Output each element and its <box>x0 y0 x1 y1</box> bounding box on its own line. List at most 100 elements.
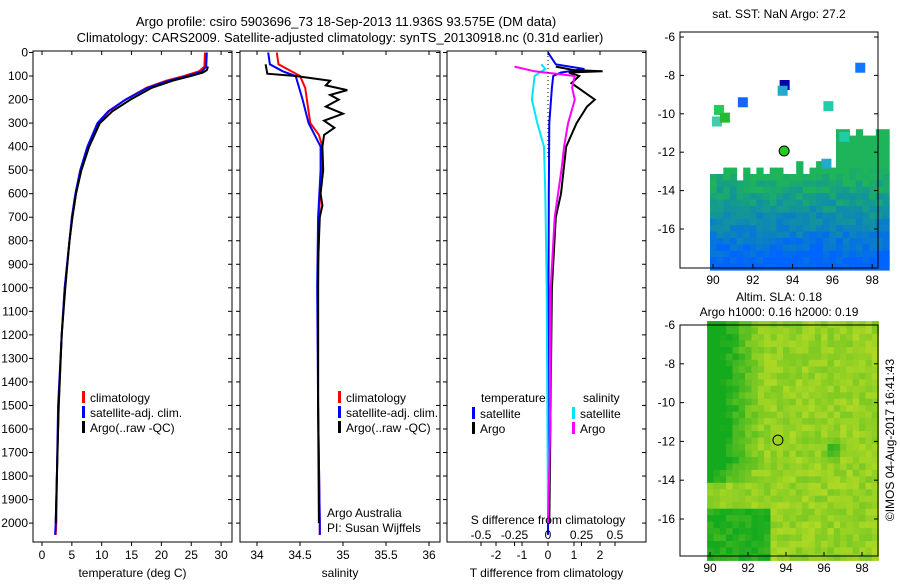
sla-map-cell <box>846 521 854 529</box>
sst-map-cell <box>849 154 857 162</box>
sla-map-cell <box>846 508 854 516</box>
sst-map-cell <box>802 174 811 181</box>
depth-tick-label: 1400 <box>1 375 28 389</box>
sla-map-cell <box>719 418 727 426</box>
sla-map-cell <box>840 353 848 361</box>
sst-map-cell <box>783 250 791 258</box>
sst-map-cell <box>789 174 797 181</box>
sst-map-cell <box>710 238 718 245</box>
sla-map-cell <box>840 463 848 471</box>
sst-map-cell <box>749 186 757 194</box>
salinity-frame <box>239 50 441 543</box>
sst-map-cell <box>875 135 883 143</box>
sla-map-cell <box>795 347 803 354</box>
sla-map-cell <box>814 450 822 458</box>
sla-map-cell <box>871 534 879 542</box>
sla-map-cell <box>764 340 772 348</box>
sla-map-cell <box>751 521 759 529</box>
sla-map-cell <box>840 515 848 523</box>
legend-swatch <box>338 406 341 418</box>
sla-map-cell <box>821 340 829 348</box>
sla-map-cell <box>852 437 860 445</box>
sla-map-cell <box>732 476 740 484</box>
sla-map-cell <box>795 340 803 348</box>
sla-map-cell <box>719 450 727 458</box>
sst-map-cell <box>809 186 817 194</box>
sla-map-cell <box>751 476 759 484</box>
sla-map-cell <box>757 437 765 445</box>
sst-map-cell <box>802 206 811 213</box>
sla-map-cell <box>827 418 835 426</box>
sla-map-cell <box>783 476 791 484</box>
sst-map-cell <box>875 180 883 188</box>
sla-map-cell <box>852 372 860 380</box>
sla-map-cell <box>865 379 873 387</box>
sla-map-cell <box>840 340 848 348</box>
sla-map-cell <box>713 553 721 561</box>
sla-map-cell <box>802 379 810 387</box>
sla-map-cell <box>859 469 867 477</box>
sla-map-cell <box>795 456 803 464</box>
sst-map-cell <box>882 231 890 239</box>
sst-map-cell <box>842 186 850 194</box>
sla-map-cell <box>764 502 772 510</box>
sla-map-cell <box>719 437 727 445</box>
sla-map-cell <box>846 424 854 432</box>
sla-map-cell <box>808 418 816 426</box>
sst-map-cell <box>763 199 771 207</box>
salinity-xlabel: salinity <box>322 566 359 580</box>
sla-map-cell <box>846 463 854 471</box>
sst-map-cell <box>710 218 718 226</box>
sla-map-cell <box>776 521 784 529</box>
sla-map-cell <box>802 359 810 367</box>
sla-map-cell <box>865 541 873 548</box>
sst-map-cell <box>816 218 824 226</box>
sst-map-cell <box>862 263 870 271</box>
sla-map-cell <box>732 437 740 445</box>
sla-map-cell <box>751 482 759 490</box>
sst-map-cell <box>849 206 857 213</box>
sla-map-cell <box>757 515 765 523</box>
sla-map-cell <box>795 379 803 387</box>
difference-xtick-label: -1 <box>517 548 528 562</box>
sla-map-cell <box>859 431 867 439</box>
sst-map-cell <box>842 174 850 181</box>
sla-map-cell <box>751 534 759 542</box>
sla-map-cell <box>859 359 867 367</box>
sla-map-cell <box>751 437 759 445</box>
sla-map-cell <box>795 398 803 406</box>
sst-map-cell <box>783 244 791 252</box>
sla-map-cell <box>764 366 772 374</box>
sla-map-cell <box>783 437 791 445</box>
sla-map-cell <box>764 392 772 400</box>
sla-map-cell <box>738 515 746 523</box>
depth-tick-label: 1200 <box>1 328 28 342</box>
sla-map-cell <box>827 366 835 374</box>
sst-map-cell <box>763 257 771 265</box>
sla-map-cell <box>840 385 848 393</box>
sla-map-cell <box>770 476 778 484</box>
sla-map-cell <box>764 353 772 361</box>
sst-map-cell <box>769 167 777 175</box>
sla-map-cell <box>821 521 829 529</box>
sla-map-cell <box>745 463 753 471</box>
sla-map-cell <box>713 547 721 555</box>
sst-map-cell <box>836 218 844 226</box>
sst-map-cell <box>849 199 857 207</box>
depth-tick-label: 500 <box>8 163 28 177</box>
sst-map-cell <box>736 186 744 194</box>
sst-map-cell <box>855 174 864 181</box>
sst-map-cell <box>836 167 844 175</box>
sst-map-cell <box>829 244 837 252</box>
sla-map-cell <box>757 502 765 510</box>
sla-map-cell <box>770 456 778 464</box>
sla-map-cell <box>726 379 734 387</box>
sst-map-cell <box>783 193 791 201</box>
sla-map-cell <box>776 359 784 367</box>
sla-map-cell <box>719 327 727 335</box>
sla-map-cell <box>827 502 835 510</box>
sla-map-cell <box>738 553 746 561</box>
sla-map-cell <box>814 553 822 561</box>
sla-map-cell <box>827 469 835 477</box>
